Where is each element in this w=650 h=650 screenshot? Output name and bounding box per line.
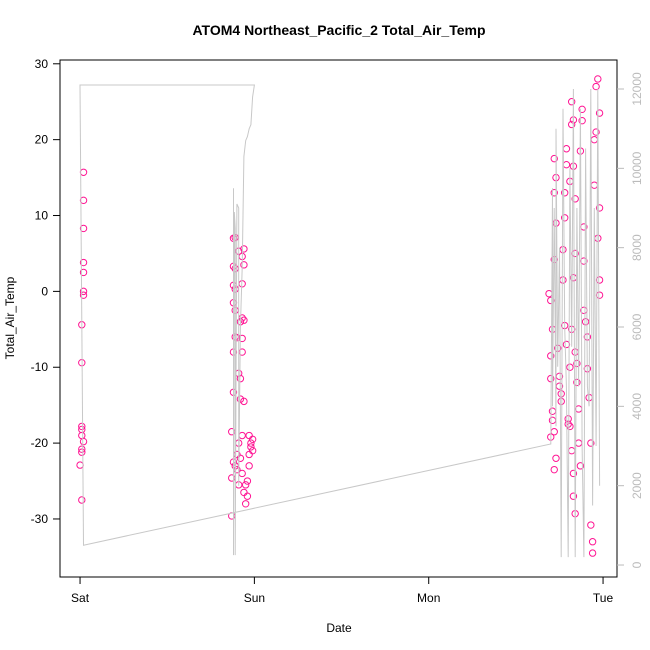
point	[592, 128, 600, 136]
point	[560, 214, 569, 222]
point	[245, 462, 253, 470]
y2-tick-label: 10000	[630, 151, 644, 185]
point	[576, 462, 585, 470]
x-tick-label: Sat	[71, 591, 90, 605]
point	[566, 363, 574, 371]
y-axis-label: Total_Air_Temp	[3, 276, 17, 359]
point	[78, 448, 86, 456]
y-tick-label: 0	[41, 284, 48, 298]
point	[567, 98, 576, 106]
point	[79, 224, 88, 233]
point	[557, 397, 565, 406]
point	[547, 296, 555, 305]
point	[79, 287, 88, 296]
point	[236, 374, 245, 383]
point	[248, 435, 257, 444]
point	[78, 445, 86, 453]
point	[573, 359, 581, 368]
point	[569, 469, 578, 478]
point	[236, 395, 245, 403]
line	[79, 84, 601, 558]
point	[578, 116, 586, 125]
point	[236, 454, 245, 462]
y-tick-label: 30	[35, 57, 49, 71]
y-tick-label: -10	[31, 360, 49, 374]
point	[240, 261, 248, 269]
point	[241, 500, 250, 508]
y2-tick-label: 0	[630, 561, 644, 568]
x-tick-label: Tue	[593, 591, 614, 605]
x-axis-label: Date	[326, 621, 352, 635]
point	[243, 477, 252, 485]
point	[79, 268, 88, 277]
point	[595, 109, 604, 117]
point	[569, 492, 578, 500]
y-tick-label: -20	[31, 436, 49, 450]
point	[564, 415, 572, 423]
y2-tick-label: 2000	[630, 472, 644, 499]
chart-title: ATOM4 Northeast_Pacific_2 Total_Air_Temp	[192, 22, 485, 38]
point	[571, 195, 579, 203]
point	[581, 318, 590, 326]
point	[595, 204, 604, 212]
point	[79, 258, 88, 267]
point	[78, 422, 86, 431]
point	[247, 439, 255, 447]
y-tick-label: 20	[35, 133, 49, 147]
point	[592, 82, 600, 91]
y-tick-label: 10	[35, 209, 49, 223]
point	[595, 276, 604, 284]
point	[588, 549, 597, 557]
point	[587, 521, 595, 529]
point	[557, 390, 565, 398]
x-tick-label: Sun	[244, 591, 265, 605]
plot-frame	[59, 59, 618, 578]
point	[567, 120, 576, 129]
point	[247, 443, 255, 451]
point	[564, 420, 572, 428]
point	[552, 454, 560, 462]
point	[587, 439, 595, 447]
point	[594, 75, 602, 83]
point	[79, 291, 88, 299]
y-tick-label: -30	[31, 512, 49, 526]
point	[241, 481, 250, 489]
point	[560, 189, 569, 197]
point	[550, 154, 558, 163]
point	[573, 378, 581, 387]
point	[550, 189, 558, 197]
point	[578, 105, 586, 114]
point	[78, 496, 86, 504]
point	[547, 352, 555, 360]
y2-tick-label: 6000	[630, 313, 644, 340]
point	[79, 196, 88, 205]
y2-tick-label: 8000	[630, 234, 644, 261]
y2-tick-label: 12000	[630, 72, 644, 106]
y2-tick-label: 4000	[630, 393, 644, 420]
point	[243, 492, 252, 500]
point	[562, 340, 571, 349]
point	[588, 538, 597, 546]
point	[245, 450, 253, 459]
x-tick-label: Mon	[417, 591, 440, 605]
point	[550, 465, 558, 474]
point	[79, 437, 88, 446]
